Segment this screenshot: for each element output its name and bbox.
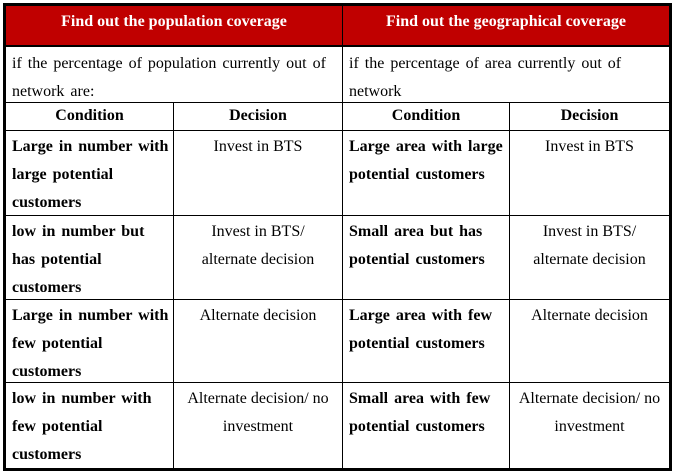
decision-cell: Alternate decision/ no investment (174, 383, 343, 468)
decision-cell: Invest in BTS/ alternate decision (510, 216, 669, 300)
condition-cell: Large in number with large potential cus… (6, 131, 174, 216)
column-header-decision-geographical: Decision (510, 103, 669, 131)
condition-cell: low in number with few potential custome… (6, 383, 174, 468)
decision-cell: Invest in BTS/ alternate decision (174, 216, 343, 300)
coverage-decision-table: Find out the population coverage Find ou… (3, 3, 672, 471)
population-coverage-header: Find out the population coverage (6, 6, 343, 47)
condition-cell: Large area with few potential customers (343, 300, 510, 383)
geographical-coverage-header: Find out the geographical coverage (343, 6, 669, 47)
column-header-condition-geographical: Condition (343, 103, 510, 131)
condition-cell: low in number but has potential customer… (6, 216, 174, 300)
decision-cell: Alternate decision/ no investment (518, 390, 661, 435)
column-header-decision-population: Decision (174, 103, 343, 131)
decision-cell: Invest in BTS (174, 131, 343, 216)
condition-cell: Small area but has potential customers (343, 216, 510, 300)
decision-cell: Alternate decision (174, 300, 343, 383)
decision-cell: Alternate decision (510, 300, 669, 383)
condition-cell: Large in number with few potential custo… (6, 300, 174, 383)
decision-cell: Invest in BTS (510, 131, 669, 216)
condition-cell: Large area with large potential customer… (343, 131, 510, 216)
population-intro: if the percentage of population currentl… (6, 47, 343, 103)
condition-cell: Small area with few potential customers (343, 383, 510, 468)
geographical-intro: if the percentage of area currently out … (343, 47, 669, 103)
column-header-condition-population: Condition (6, 103, 174, 131)
